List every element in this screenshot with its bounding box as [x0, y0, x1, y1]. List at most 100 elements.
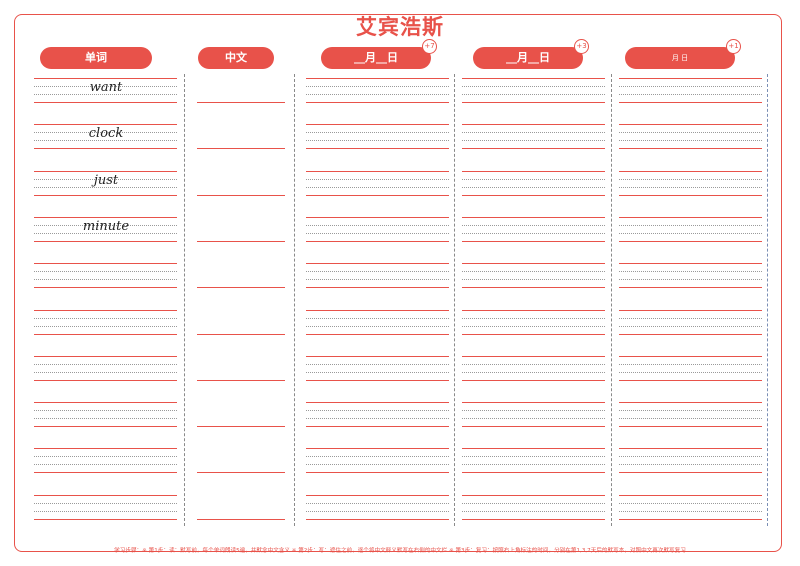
dotted-guide-line [34, 363, 177, 365]
badge-plus-1: +1 [726, 39, 741, 54]
dotted-guide-line [306, 464, 449, 466]
header-review-3-label: __月__日 [506, 51, 550, 64]
dotted-guide-line [462, 325, 605, 327]
dotted-guide-line [306, 178, 449, 180]
dotted-guide-line [34, 279, 177, 281]
top-guide-line [462, 494, 605, 496]
vocab-word: want [89, 80, 123, 95]
top-guide-line [306, 355, 449, 357]
badge-plus-3: +3 [574, 39, 589, 54]
column-separator [767, 74, 768, 526]
header-review-7-label: __月__日 [354, 51, 398, 64]
dotted-guide-line [34, 271, 177, 273]
baseline-guide-line [306, 194, 449, 196]
baseline-guide-line [306, 472, 449, 474]
dotted-guide-line [306, 94, 449, 95]
baseline-guide-line [619, 102, 762, 103]
baseline-guide-line [306, 426, 449, 428]
dotted-guide-line [462, 224, 605, 226]
top-guide-line [306, 216, 449, 218]
dotted-guide-line [462, 132, 605, 134]
dotted-guide-line [619, 140, 762, 142]
top-guide-line [619, 402, 762, 404]
top-guide-line [462, 355, 605, 357]
vocab-word: clock [88, 126, 124, 142]
baseline-guide-line [619, 287, 762, 289]
top-guide-line [34, 448, 177, 450]
dotted-guide-line [34, 232, 177, 234]
header-chinese: 中文 [198, 47, 274, 69]
dotted-guide-line [619, 317, 762, 319]
baseline-guide-line [619, 426, 762, 428]
baseline-guide-line [462, 379, 605, 381]
dotted-guide-line [306, 86, 449, 87]
dotted-guide-line [619, 186, 762, 188]
dotted-guide-line [619, 502, 762, 504]
dotted-guide-line [619, 510, 762, 512]
dotted-guide-line [462, 456, 605, 458]
dotted-guide-line [306, 502, 449, 504]
dotted-guide-line [619, 178, 762, 180]
top-guide-line [462, 170, 605, 172]
baseline-guide-line [462, 518, 605, 520]
top-guide-line [462, 402, 605, 404]
header-review-1: 月 日 +1 [625, 39, 741, 69]
header-chinese-label: 中文 [225, 51, 247, 64]
dotted-guide-line [306, 418, 449, 420]
dotted-guide-line [619, 279, 762, 281]
dotted-guide-line [619, 410, 762, 412]
baseline-guide-line [619, 148, 762, 150]
top-guide-line [34, 494, 177, 496]
baseline-guide-line [34, 379, 177, 381]
top-guide-line [306, 494, 449, 496]
dotted-guide-line [34, 224, 177, 226]
baseline-guide-line [619, 518, 762, 520]
baseline-guide-line [34, 148, 177, 150]
header-word: 单词 [40, 47, 152, 69]
baseline-guide-line [306, 240, 449, 242]
baseline-guide-line [619, 333, 762, 335]
dotted-guide-line [306, 279, 449, 281]
top-guide-line [34, 216, 177, 218]
top-guide-line [34, 355, 177, 357]
dotted-guide-line [34, 418, 177, 420]
page-title: 艾宾浩斯 [356, 15, 444, 39]
dotted-guide-line [306, 132, 449, 134]
top-guide-line [619, 124, 762, 126]
dotted-guide-line [306, 371, 449, 373]
column-separator [294, 74, 295, 526]
dotted-guide-line [462, 418, 605, 420]
dotted-guide-line [306, 363, 449, 365]
dotted-guide-line [34, 317, 177, 319]
baseline-guide-line [462, 287, 605, 289]
baseline-guide-line [306, 379, 449, 381]
dotted-guide-line [34, 325, 177, 327]
chinese-answer-line [197, 102, 285, 103]
top-guide-line [619, 263, 762, 265]
top-guide-line [619, 309, 762, 311]
top-guide-line [619, 448, 762, 450]
top-guide-line [619, 78, 762, 79]
baseline-guide-line [619, 194, 762, 196]
baseline-guide-line [306, 287, 449, 289]
baseline-guide-line [619, 240, 762, 242]
baseline-guide-line [34, 102, 177, 103]
baseline-guide-line [462, 472, 605, 474]
dotted-guide-line [462, 271, 605, 273]
dotted-guide-line [34, 86, 177, 87]
dotted-guide-line [34, 186, 177, 188]
top-guide-line [34, 402, 177, 404]
column-separator [454, 74, 455, 526]
chinese-answer-line [197, 426, 285, 428]
dotted-guide-line [306, 140, 449, 142]
header-review-7: __月__日 +7 [321, 39, 437, 69]
baseline-guide-line [34, 240, 177, 242]
chinese-answer-line [197, 379, 285, 381]
chinese-answer-line [197, 240, 285, 242]
chinese-answer-line [197, 287, 285, 289]
dotted-guide-line [619, 456, 762, 458]
top-guide-line [619, 494, 762, 496]
top-guide-line [34, 170, 177, 172]
chinese-answer-line [197, 333, 285, 335]
dotted-guide-line [619, 94, 762, 95]
